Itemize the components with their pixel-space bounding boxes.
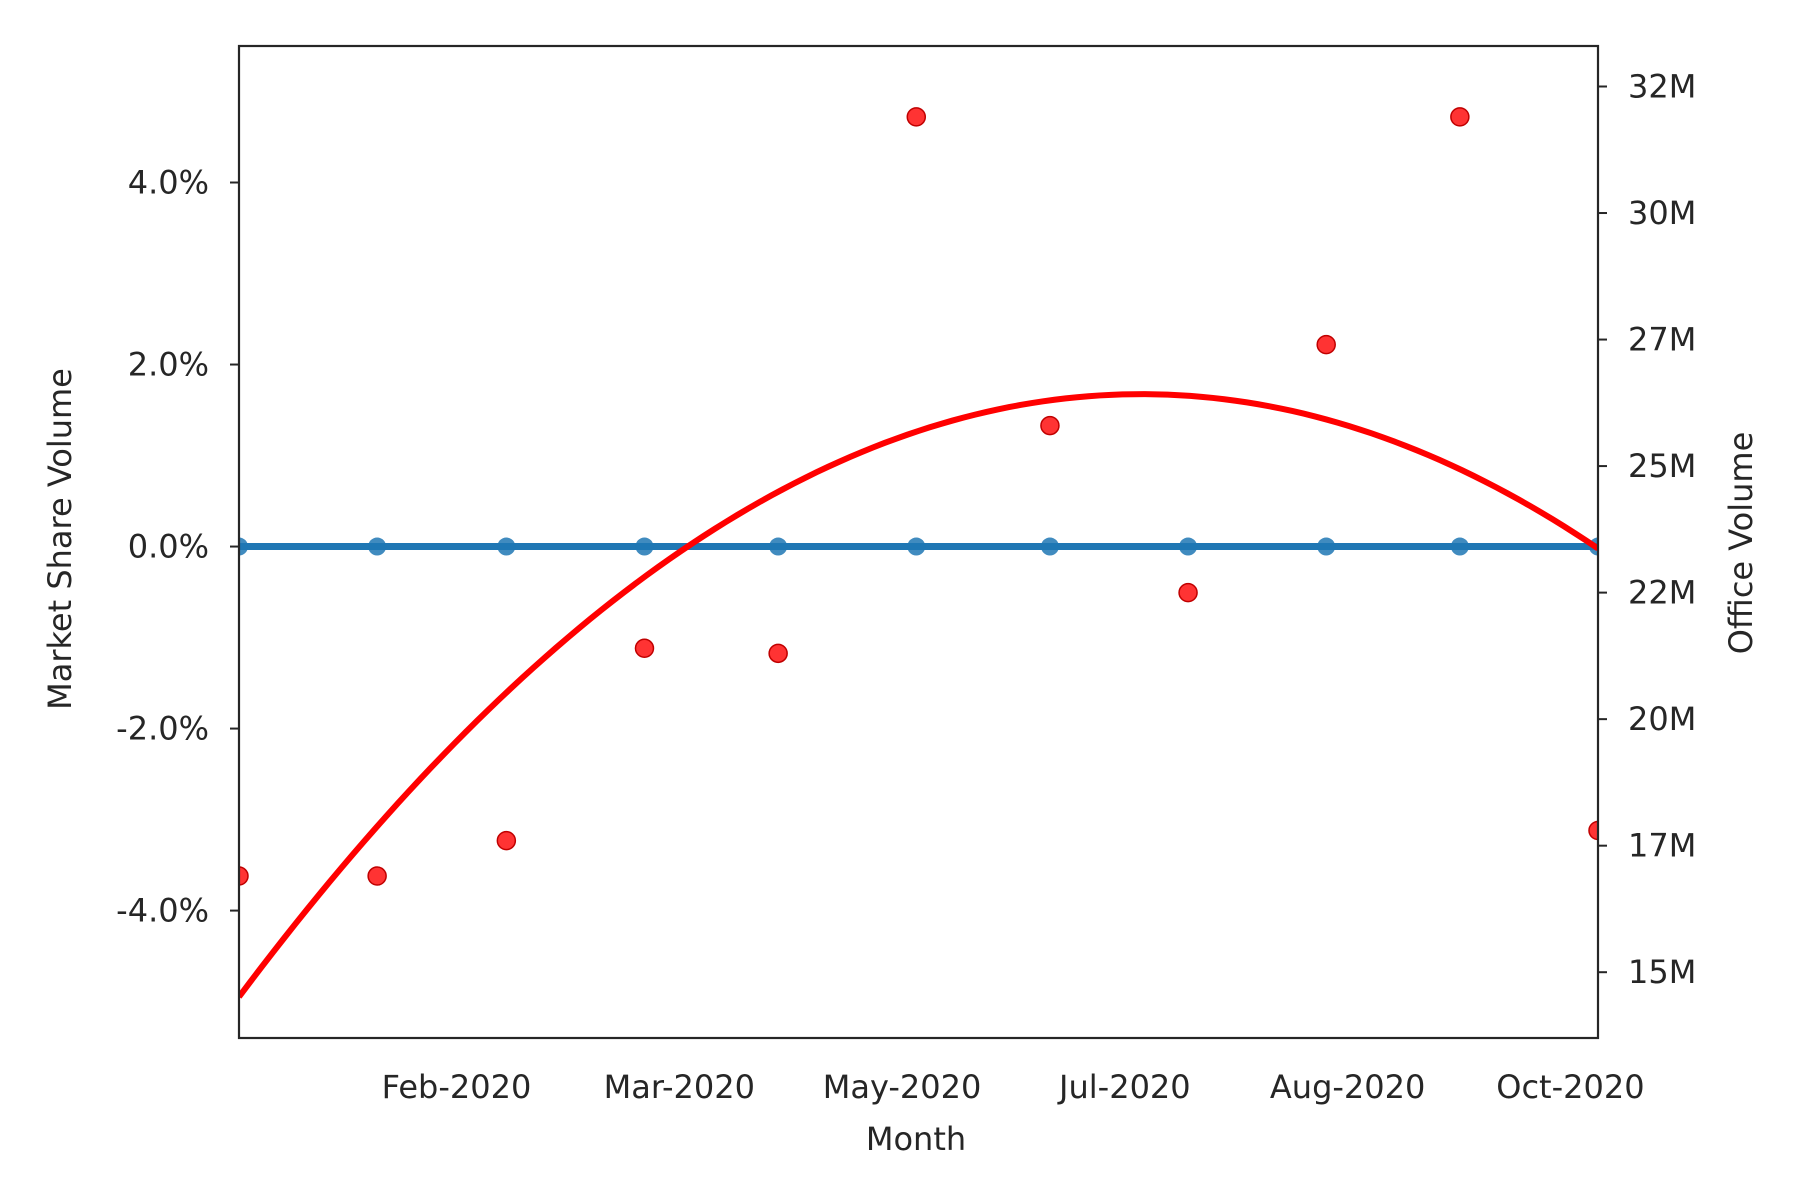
right-y-tick-label: 25M <box>1628 447 1696 485</box>
office-volume-point <box>367 866 387 886</box>
market-share-point <box>1450 537 1469 556</box>
office-volume-point <box>1588 820 1598 841</box>
right-y-tick-label: 27M <box>1628 321 1696 359</box>
left-y-tick-label: 4.0% <box>128 164 209 202</box>
office-volume-point <box>906 107 927 127</box>
office-volume-point <box>768 643 788 664</box>
right-y-tick-label: 17M <box>1628 827 1696 865</box>
left-y-axis-label: Market Share Volume <box>41 368 79 710</box>
market-share-point <box>497 537 516 556</box>
x-tick-label: Aug-2020 <box>1270 1068 1425 1106</box>
market-share-point <box>239 537 248 556</box>
market-share-point <box>1317 537 1336 556</box>
right-y-axis-label: Office Volume <box>1722 432 1760 655</box>
x-tick-label: Oct-2020 <box>1496 1068 1644 1106</box>
office-volume-point <box>496 830 517 851</box>
office-volume-point <box>634 638 655 659</box>
office-volume-point <box>1450 107 1470 127</box>
market-share-point <box>1040 537 1059 556</box>
right-y-tick-label: 22M <box>1628 574 1696 612</box>
right-y-tick-label: 20M <box>1628 700 1696 738</box>
market-share-point <box>1179 537 1198 556</box>
office-volume-point <box>239 866 249 886</box>
left-y-tick-label: -2.0% <box>116 710 209 748</box>
right-y-tick-label: 30M <box>1628 194 1696 232</box>
office-volume-trend-line <box>239 391 1598 999</box>
x-tick-label: May-2020 <box>823 1068 982 1106</box>
market-share-point <box>368 537 387 556</box>
plot-frame <box>237 44 1600 1040</box>
left-y-tick-label: 2.0% <box>128 346 209 384</box>
x-tick-label: Jul-2020 <box>1057 1068 1191 1106</box>
plot-area <box>239 107 1598 999</box>
x-tick-label: Mar-2020 <box>604 1068 755 1106</box>
series-layer <box>239 107 1598 999</box>
x-tick-label: Feb-2020 <box>382 1068 532 1106</box>
x-axis-label: Month <box>866 1120 966 1158</box>
market-share-point <box>769 537 788 556</box>
office-volume-point <box>1040 415 1060 436</box>
office-volume-point <box>1316 334 1336 355</box>
left-y-tick-label: -4.0% <box>116 892 209 930</box>
office-volume-point <box>1178 582 1198 603</box>
axes: -4.0% -2.0% 0.0% 2.0% 4.0% 15M 17M 20M 22M 25M 27M… <box>116 44 1696 1106</box>
right-y-tick-label: 32M <box>1628 67 1696 105</box>
market-share-point <box>635 537 654 556</box>
market-share-point <box>907 537 926 556</box>
left-y-tick-label: 0.0% <box>128 528 209 566</box>
right-y-tick-label: 15M <box>1628 953 1696 991</box>
